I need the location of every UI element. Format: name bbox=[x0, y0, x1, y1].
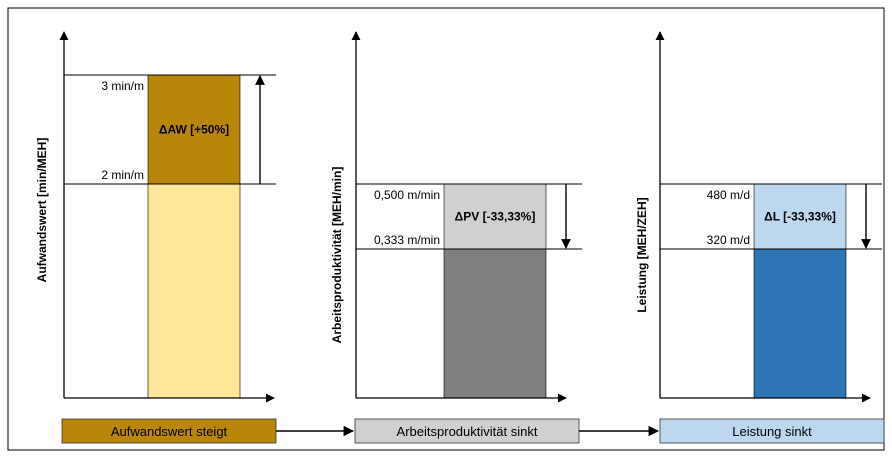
y-axis-label: Aufwandswert [min/MEH] bbox=[35, 138, 49, 283]
level-label-low: 0,333 m/min bbox=[374, 233, 440, 247]
panel-3: 480 m/d 320 m/d ΔL [-33,33%] Leistung [MEH/… bbox=[635, 31, 882, 403]
level-label-low: 2 min/m bbox=[101, 168, 144, 182]
delta-label: ΔL [-33,33%] bbox=[764, 210, 836, 224]
caption-label: Arbeitsproduktivität sinkt bbox=[397, 424, 538, 439]
delta-label: ΔAW [+50%] bbox=[159, 123, 229, 137]
panel-1: 3 min/m 2 min/m ΔAW [+50%] Aufwandswert [mi… bbox=[35, 31, 276, 403]
delta-bar bbox=[753, 183, 847, 250]
base-bar bbox=[753, 248, 847, 399]
caption-box-fill bbox=[659, 418, 885, 444]
caption-box-fill bbox=[354, 418, 580, 444]
caption-box: Aufwandswert steigt bbox=[61, 418, 277, 444]
level-label-low: 320 m/d bbox=[707, 233, 750, 247]
caption-box: Leistung sinkt bbox=[659, 418, 885, 444]
y-axis-label: Leistung [MEH/ZEH] bbox=[635, 197, 649, 312]
panel-2: 0,500 m/min 0,333 m/min ΔPV [-33,33%] Arbei… bbox=[330, 31, 582, 403]
level-label-high: 3 min/m bbox=[101, 79, 144, 93]
level-label-high: 480 m/d bbox=[707, 188, 750, 202]
delta-bar bbox=[443, 183, 547, 250]
level-label-high: 0,500 m/min bbox=[374, 188, 440, 202]
y-axis-label: Arbeitsproduktivität [MEH/min] bbox=[330, 167, 344, 344]
caption-label: Aufwandswert steigt bbox=[111, 424, 228, 439]
base-bar bbox=[147, 183, 241, 399]
base-bar bbox=[443, 248, 547, 399]
caption-label: Leistung sinkt bbox=[732, 424, 812, 439]
delta-label: ΔPV [-33,33%] bbox=[455, 210, 536, 224]
captions-group: Aufwandswert steigt Arbeitsproduktivität … bbox=[61, 418, 885, 444]
caption-box: Arbeitsproduktivität sinkt bbox=[354, 418, 580, 444]
panels-group: 3 min/m 2 min/m ΔAW [+50%] Aufwandswert [mi… bbox=[35, 31, 882, 403]
